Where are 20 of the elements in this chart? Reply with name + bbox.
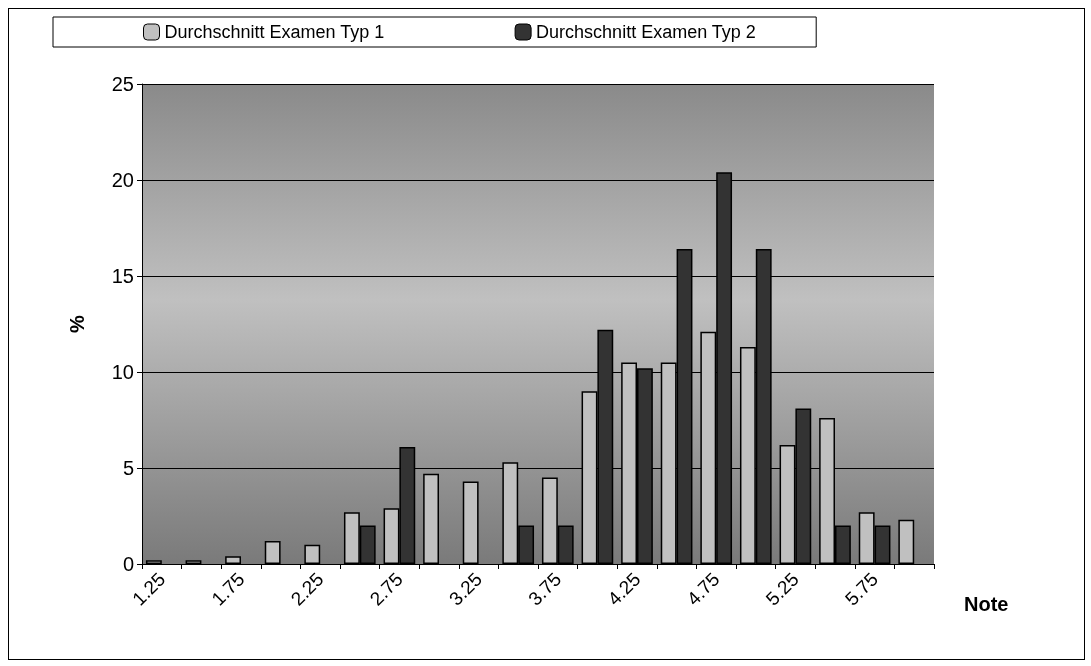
y-tick-label: 10 xyxy=(111,361,134,383)
bar xyxy=(145,560,162,564)
y-tick-label: 0 xyxy=(122,553,134,575)
y-tick-label: 15 xyxy=(111,265,134,287)
y-tick-label: 25 xyxy=(111,73,134,95)
legend-label: Durchschnitt Examen Typ 2 xyxy=(536,22,756,42)
y-axis-title: % xyxy=(66,314,88,333)
bar xyxy=(264,540,281,564)
y-tick-label: 5 xyxy=(122,457,134,479)
bar xyxy=(462,481,479,564)
x-axis-title: Note xyxy=(964,593,1009,615)
bar xyxy=(185,560,202,564)
legend-label: Durchschnitt Examen Typ 1 xyxy=(164,22,385,42)
x-tick-label: 4.75 xyxy=(682,568,724,610)
bar xyxy=(225,556,241,564)
bar xyxy=(304,544,321,564)
y-tick-label: 20 xyxy=(111,169,134,191)
bar xyxy=(898,519,915,564)
x-tick-label: 4.25 xyxy=(603,568,645,610)
bar xyxy=(423,473,439,564)
